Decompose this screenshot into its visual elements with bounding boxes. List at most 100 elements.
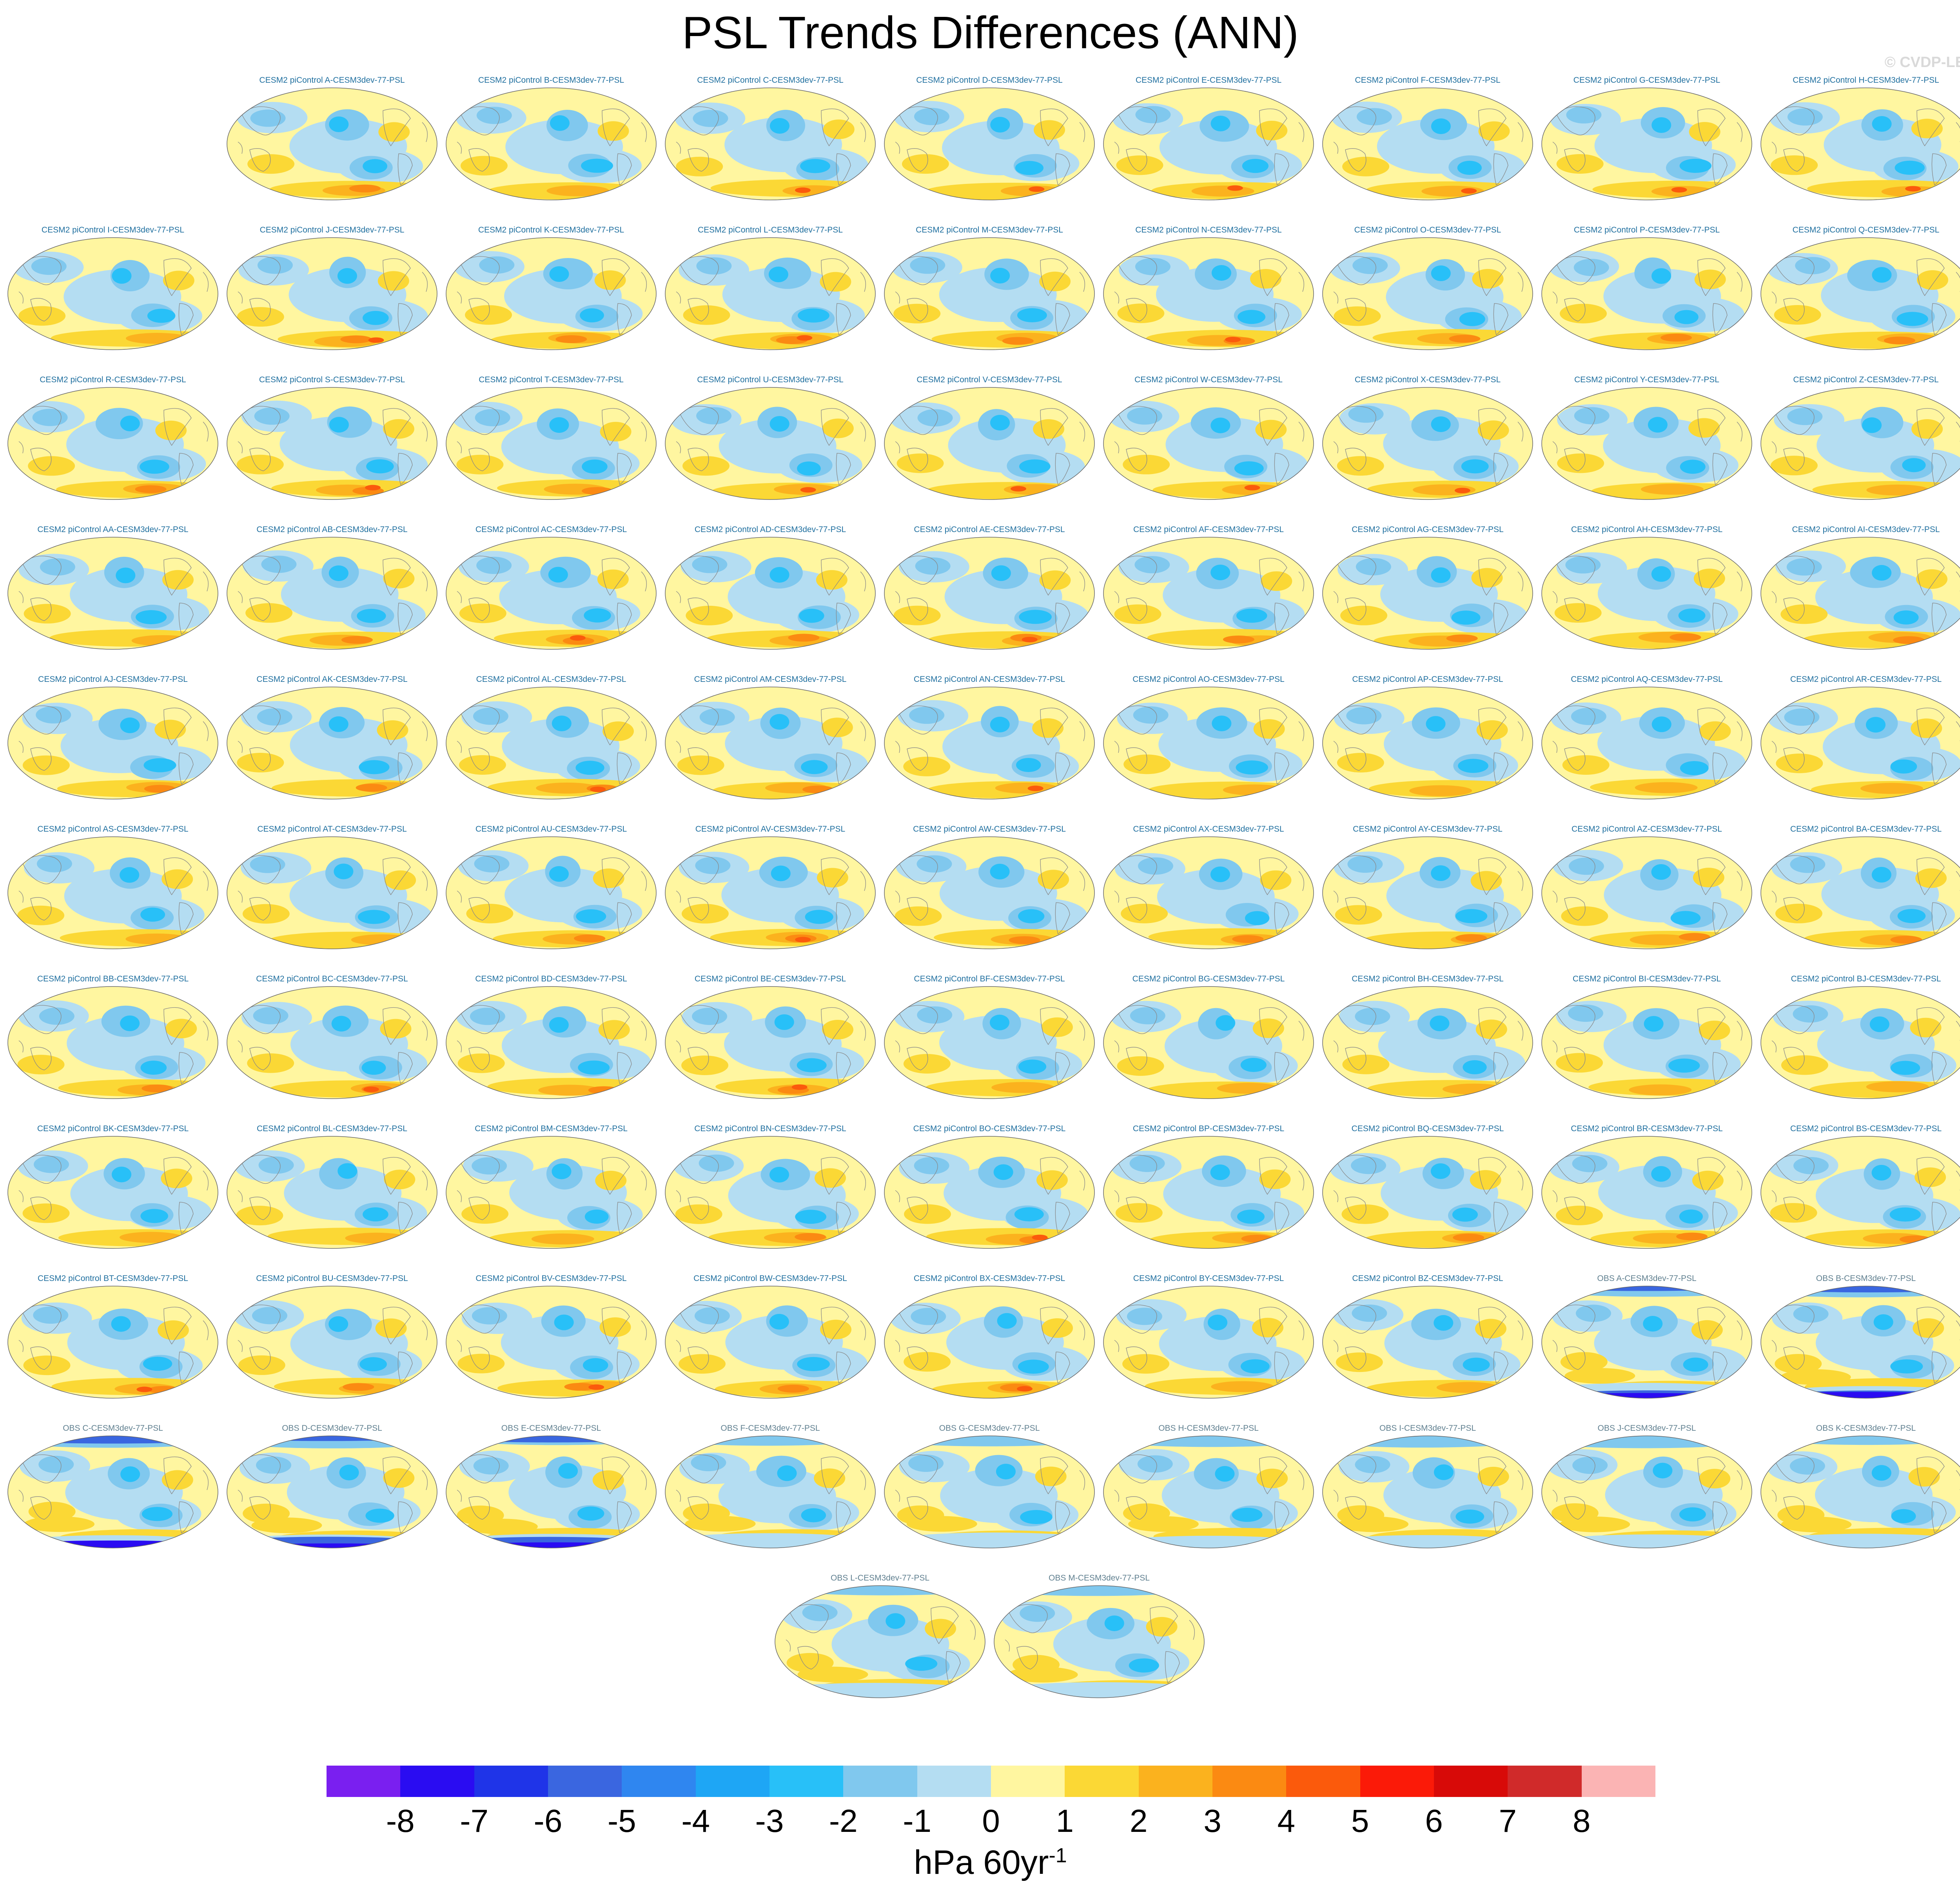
map-panel: CESM2 piControl AP-CESM3dev-77-PSL <box>1322 674 1534 804</box>
panel-label: OBS D-CESM3dev-77-PSL <box>282 1424 382 1433</box>
globe-map <box>665 537 876 650</box>
colorbar-tick-label: -5 <box>607 1803 636 1839</box>
panel-label: CESM2 piControl Q-CESM3dev-77-PSL <box>1792 225 1940 234</box>
map-panel: CESM2 piControl BN-CESM3dev-77-PSL <box>664 1124 876 1253</box>
map-panel: CESM2 piControl BY-CESM3dev-77-PSL <box>1103 1274 1314 1403</box>
map-panel: CESM2 piControl I-CESM3dev-77-PSL <box>7 225 219 354</box>
globe-map <box>665 1435 876 1548</box>
globe-map <box>227 537 437 650</box>
panel-label: CESM2 piControl BR-CESM3dev-77-PSL <box>1571 1124 1723 1133</box>
map-panel: CESM2 piControl AB-CESM3dev-77-PSL <box>226 525 438 654</box>
credit-watermark: © CVDP-LE <box>1884 54 1960 71</box>
map-panel: CESM2 piControl K-CESM3dev-77-PSL <box>445 225 657 354</box>
globe-map <box>1322 687 1533 799</box>
globe-map <box>7 1286 218 1399</box>
map-panel: CESM2 piControl AZ-CESM3dev-77-PSL <box>1541 824 1753 954</box>
panel-label: CESM2 piControl Z-CESM3dev-77-PSL <box>1793 375 1939 384</box>
globe-map <box>1541 537 1752 650</box>
map-panel: CESM2 piControl AS-CESM3dev-77-PSL <box>7 824 219 954</box>
map-panel: CESM2 piControl BT-CESM3dev-77-PSL <box>7 1274 219 1403</box>
colorbar-swatch <box>327 1766 401 1797</box>
map-panel: OBS H-CESM3dev-77-PSL <box>1103 1423 1314 1553</box>
globe-map <box>1322 237 1533 350</box>
panel-label: CESM2 piControl BV-CESM3dev-77-PSL <box>475 1274 627 1283</box>
map-panel: CESM2 piControl AY-CESM3dev-77-PSL <box>1322 824 1534 954</box>
panel-label: CESM2 piControl AE-CESM3dev-77-PSL <box>914 525 1065 534</box>
map-panel: CESM2 piControl U-CESM3dev-77-PSL <box>664 375 876 504</box>
globe-map <box>1103 387 1314 500</box>
globe-map <box>1103 87 1314 200</box>
panel-label: CESM2 piControl H-CESM3dev-77-PSL <box>1793 76 1939 85</box>
map-panel: CESM2 piControl BO-CESM3dev-77-PSL <box>884 1124 1095 1253</box>
panel-label: CESM2 piControl A-CESM3dev-77-PSL <box>259 76 405 85</box>
globe-map <box>7 387 218 500</box>
globe-map <box>884 537 1095 650</box>
map-panel: CESM2 piControl AT-CESM3dev-77-PSL <box>226 824 438 954</box>
panel-label: CESM2 piControl BO-CESM3dev-77-PSL <box>913 1124 1066 1133</box>
panel-label: OBS K-CESM3dev-77-PSL <box>1816 1424 1916 1433</box>
colorbar-swatch <box>400 1766 475 1797</box>
map-panel: CESM2 piControl AE-CESM3dev-77-PSL <box>884 525 1095 654</box>
panel-label: CESM2 piControl W-CESM3dev-77-PSL <box>1134 375 1283 384</box>
panel-label: CESM2 piControl BJ-CESM3dev-77-PSL <box>1791 974 1941 983</box>
panel-label: OBS L-CESM3dev-77-PSL <box>830 1573 930 1582</box>
colorbar-swatch <box>1065 1766 1139 1797</box>
panel-label: OBS I-CESM3dev-77-PSL <box>1379 1424 1476 1433</box>
panel-label: CESM2 piControl AK-CESM3dev-77-PSL <box>256 675 408 684</box>
map-panel: CESM2 piControl D-CESM3dev-77-PSL <box>884 75 1095 205</box>
globe-map <box>7 986 218 1099</box>
panel-label: CESM2 piControl BY-CESM3dev-77-PSL <box>1133 1274 1284 1283</box>
map-panel: CESM2 piControl X-CESM3dev-77-PSL <box>1322 375 1534 504</box>
map-panel: OBS D-CESM3dev-77-PSL <box>226 1423 438 1553</box>
colorbar-swatch <box>1360 1766 1434 1797</box>
globe-map <box>227 986 437 1099</box>
globe-map <box>1760 836 1960 949</box>
globe-map <box>665 87 876 200</box>
map-panel: OBS K-CESM3dev-77-PSL <box>1760 1423 1960 1553</box>
globe-map <box>1760 687 1960 799</box>
map-panel: CESM2 piControl AW-CESM3dev-77-PSL <box>884 824 1095 954</box>
map-panel: CESM2 piControl E-CESM3dev-77-PSL <box>1103 75 1314 205</box>
colorbar-tick-label: -8 <box>386 1803 415 1839</box>
panel-label: CESM2 piControl AD-CESM3dev-77-PSL <box>694 525 846 534</box>
globe-map <box>1103 1136 1314 1249</box>
map-panel: CESM2 piControl BP-CESM3dev-77-PSL <box>1103 1124 1314 1253</box>
colorbar-swatch <box>622 1766 696 1797</box>
globe-map <box>665 986 876 1099</box>
colorbar-tick-label: 4 <box>1277 1803 1296 1839</box>
map-panel: CESM2 piControl AO-CESM3dev-77-PSL <box>1103 674 1314 804</box>
panel-label: CESM2 piControl D-CESM3dev-77-PSL <box>916 76 1063 85</box>
globe-map <box>1541 687 1752 799</box>
map-panel: CESM2 piControl BZ-CESM3dev-77-PSL <box>1322 1274 1534 1403</box>
panel-label: CESM2 piControl AB-CESM3dev-77-PSL <box>256 525 408 534</box>
map-panel: CESM2 piControl AH-CESM3dev-77-PSL <box>1541 525 1753 654</box>
panel-label: CESM2 piControl BQ-CESM3dev-77-PSL <box>1351 1124 1504 1133</box>
panel-label: CESM2 piControl BG-CESM3dev-77-PSL <box>1132 974 1285 983</box>
panel-label: CESM2 piControl S-CESM3dev-77-PSL <box>259 375 405 384</box>
map-panel: CESM2 piControl BL-CESM3dev-77-PSL <box>226 1124 438 1253</box>
globe-map <box>446 237 657 350</box>
globe-map <box>1103 1286 1314 1399</box>
panel-label: CESM2 piControl AL-CESM3dev-77-PSL <box>476 675 626 684</box>
map-panel: CESM2 piControl AV-CESM3dev-77-PSL <box>664 824 876 954</box>
panel-label: CESM2 piControl J-CESM3dev-77-PSL <box>260 225 405 234</box>
panel-label: CESM2 piControl AZ-CESM3dev-77-PSL <box>1572 825 1722 834</box>
globe-map <box>994 1585 1205 1698</box>
panel-label: CESM2 piControl BD-CESM3dev-77-PSL <box>475 974 627 983</box>
map-panel: CESM2 piControl B-CESM3dev-77-PSL <box>445 75 657 205</box>
colorbar-swatch <box>991 1766 1065 1797</box>
map-panel: OBS A-CESM3dev-77-PSL <box>1541 1274 1753 1403</box>
panel-label: CESM2 piControl BK-CESM3dev-77-PSL <box>37 1124 189 1133</box>
panel-label: CESM2 piControl L-CESM3dev-77-PSL <box>698 225 843 234</box>
map-panel: CESM2 piControl AN-CESM3dev-77-PSL <box>884 674 1095 804</box>
globe-map <box>665 1136 876 1249</box>
map-panel: CESM2 piControl BA-CESM3dev-77-PSL <box>1760 824 1960 954</box>
globe-map <box>446 687 657 799</box>
globe-map <box>1541 836 1752 949</box>
map-panel: CESM2 piControl AJ-CESM3dev-77-PSL <box>7 674 219 804</box>
globe-map <box>665 237 876 350</box>
panel-label: CESM2 piControl BT-CESM3dev-77-PSL <box>38 1274 188 1283</box>
panel-label: OBS J-CESM3dev-77-PSL <box>1597 1424 1696 1433</box>
globe-map <box>1541 1136 1752 1249</box>
globe-map <box>665 1286 876 1399</box>
